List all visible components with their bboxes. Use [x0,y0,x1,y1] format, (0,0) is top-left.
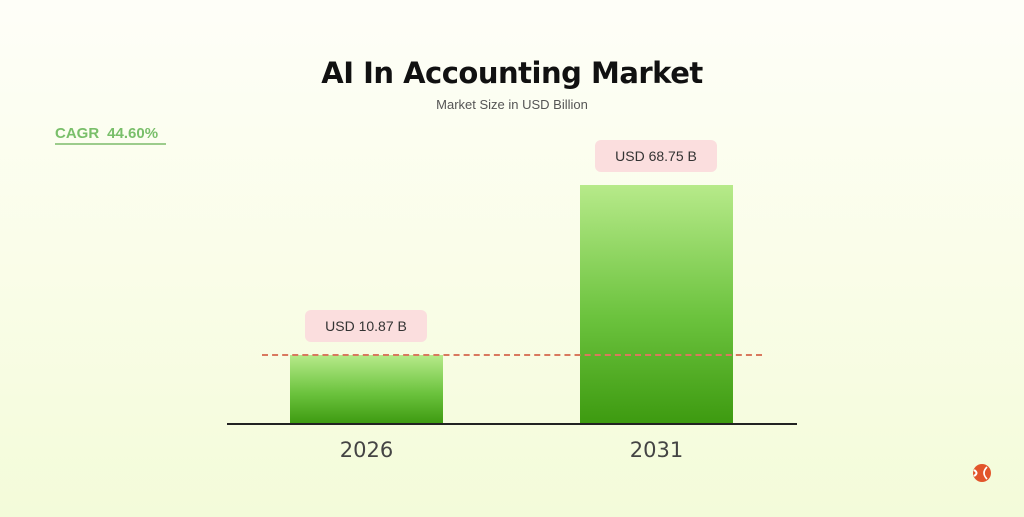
cagr-label: CAGR [55,125,100,142]
x-tick-label-2031: 2031 [629,438,684,462]
cagr-annotation: CAGR 44.60% [55,125,167,145]
x-tick-label-2026: 2026 [339,438,394,462]
chart-subtitle: Market Size in USD Billion [436,97,588,112]
data-label-2026: USD 10.87 B [305,310,427,342]
brand-logo-icon [973,464,991,482]
chart-title: AI In Accounting Market [321,56,703,90]
bar-2031 [580,185,733,424]
cagr-value: 44.60% [107,125,159,142]
x-axis [227,423,797,425]
data-label-2031: USD 68.75 B [595,140,717,172]
bar-2026 [290,355,443,424]
reference-line [262,354,762,356]
